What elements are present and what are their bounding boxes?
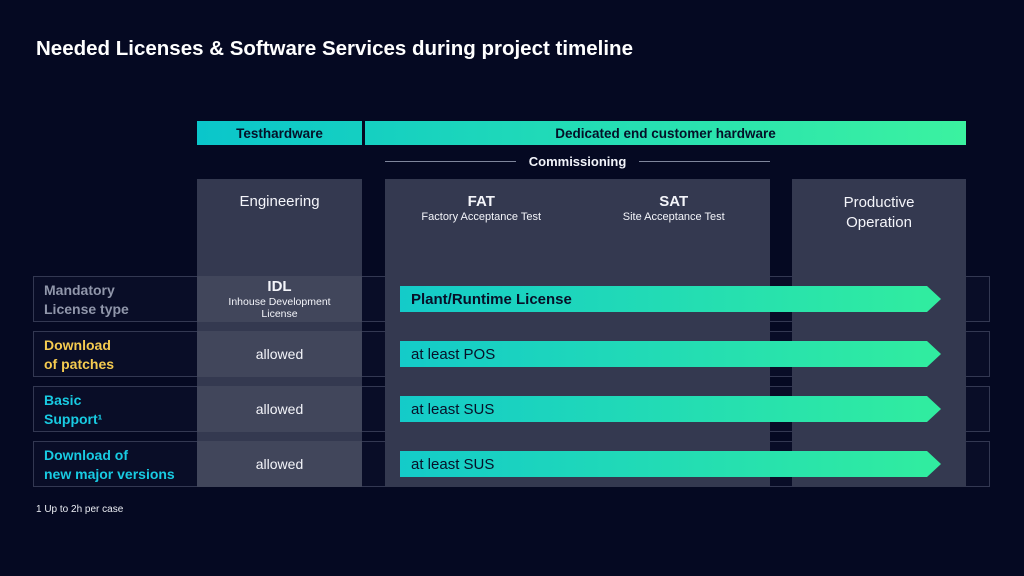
- allowed-value: allowed: [255, 401, 304, 417]
- engineering-header: Engineering: [197, 193, 362, 210]
- column-sat: SAT Site Acceptance Test: [578, 179, 771, 487]
- allowed-value: allowed: [255, 346, 304, 362]
- dedicated-hardware-label: Dedicated end customer hardware: [555, 125, 776, 141]
- arrow-label: Plant/Runtime License: [411, 290, 572, 308]
- fat-subtitle: Factory Acceptance Test: [421, 211, 542, 223]
- commissioning-label: Commissioning: [528, 153, 627, 169]
- allowed-value: allowed: [255, 456, 304, 472]
- column-engineering: Engineering: [197, 179, 362, 487]
- arrow-label: at least SUS: [411, 455, 495, 473]
- testhardware-label: Testhardware: [236, 125, 323, 141]
- testhardware-segment: Testhardware: [197, 121, 362, 145]
- hardware-timeline-bar: Testhardware Dedicated end customer hard…: [197, 121, 966, 145]
- productive-operation-label: Productive Operation: [843, 194, 915, 231]
- row-label-download-of-patches: Download of patches: [44, 337, 115, 372]
- cell-engineering-patches: allowed: [197, 331, 362, 377]
- row-label-mandatory-license-type: Mandatory License type: [44, 282, 129, 317]
- dedicated-hardware-segment: Dedicated end customer hardware: [365, 121, 966, 145]
- arrow-label: at least SUS: [411, 400, 495, 418]
- footnote: 1 Up to 2h per case: [36, 504, 124, 515]
- column-productive-operation: Productive Operation: [792, 179, 966, 487]
- arrow-at-least-sus-2: at least SUS: [400, 451, 941, 477]
- row-label-download-new-major-versions: Download of new major versions: [44, 447, 175, 482]
- arrow-at-least-pos: at least POS: [400, 341, 941, 367]
- row-label-basic-support: Basic Support¹: [44, 392, 103, 427]
- segment-divider: [362, 121, 365, 145]
- page-title: Needed Licenses & Software Services duri…: [36, 37, 633, 60]
- column-commissioning: FAT Factory Acceptance Test SAT Site Acc…: [385, 179, 770, 487]
- arrow-label: at least POS: [411, 345, 496, 363]
- sat-title: SAT: [659, 193, 689, 210]
- idl-title: IDL: [267, 277, 292, 295]
- commissioning-line-left: [385, 160, 516, 162]
- sat-subtitle: Site Acceptance Test: [622, 211, 725, 223]
- cell-engineering-license: IDL Inhouse Development License: [197, 276, 362, 322]
- fat-title: FAT: [467, 193, 495, 210]
- engineering-label: Engineering: [239, 193, 320, 210]
- commissioning-phase: Commissioning: [385, 153, 771, 169]
- column-fat: FAT Factory Acceptance Test: [385, 179, 578, 487]
- cell-engineering-versions: allowed: [197, 441, 362, 487]
- commissioning-line-right: [639, 160, 771, 162]
- arrow-at-least-sus: at least SUS: [400, 396, 941, 422]
- arrow-plant-runtime-license: Plant/Runtime License: [400, 286, 941, 312]
- cell-engineering-support: allowed: [197, 386, 362, 432]
- idl-subtitle: Inhouse Development License: [228, 295, 331, 320]
